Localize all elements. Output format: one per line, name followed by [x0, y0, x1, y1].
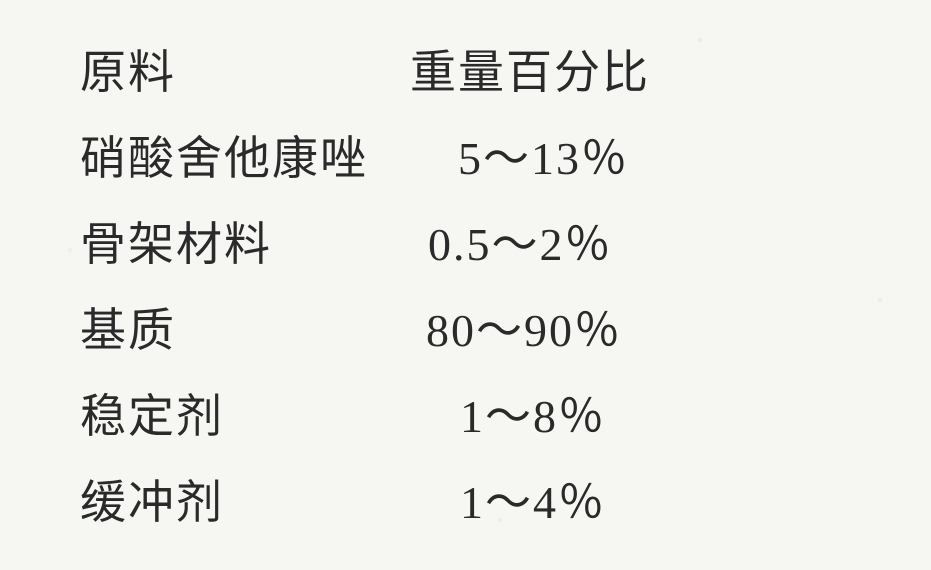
ingredient-label: 缓冲剂: [80, 460, 410, 546]
ingredient-label: 硝酸舍他康唑: [80, 116, 410, 202]
ingredient-value: 5～13％: [410, 116, 629, 202]
ingredient-value: 0.5～2％: [410, 202, 613, 288]
table-header-row: 原料 重量百分比: [80, 30, 871, 116]
ingredient-value: 1～8％: [410, 374, 606, 460]
ingredient-label: 稳定剂: [80, 374, 410, 460]
ingredient-label: 骨架材料: [80, 202, 410, 288]
table-row: 硝酸舍他康唑 5～13％: [80, 116, 871, 202]
formulation-table: 原料 重量百分比 硝酸舍他康唑 5～13％ 骨架材料 0.5～2％ 基质 80～…: [0, 0, 931, 570]
column-header-ingredient: 原料: [80, 30, 410, 116]
table-row: 稳定剂 1～8％: [80, 374, 871, 460]
ingredient-value: 1～4％: [410, 460, 606, 546]
ingredient-label: 基质: [80, 288, 410, 374]
column-header-weight-percent: 重量百分比: [410, 30, 650, 116]
table-row: 缓冲剂 1～4％: [80, 460, 871, 546]
ingredient-value: 80～90％: [410, 288, 622, 374]
table-row: 骨架材料 0.5～2％: [80, 202, 871, 288]
table-row: 基质 80～90％: [80, 288, 871, 374]
